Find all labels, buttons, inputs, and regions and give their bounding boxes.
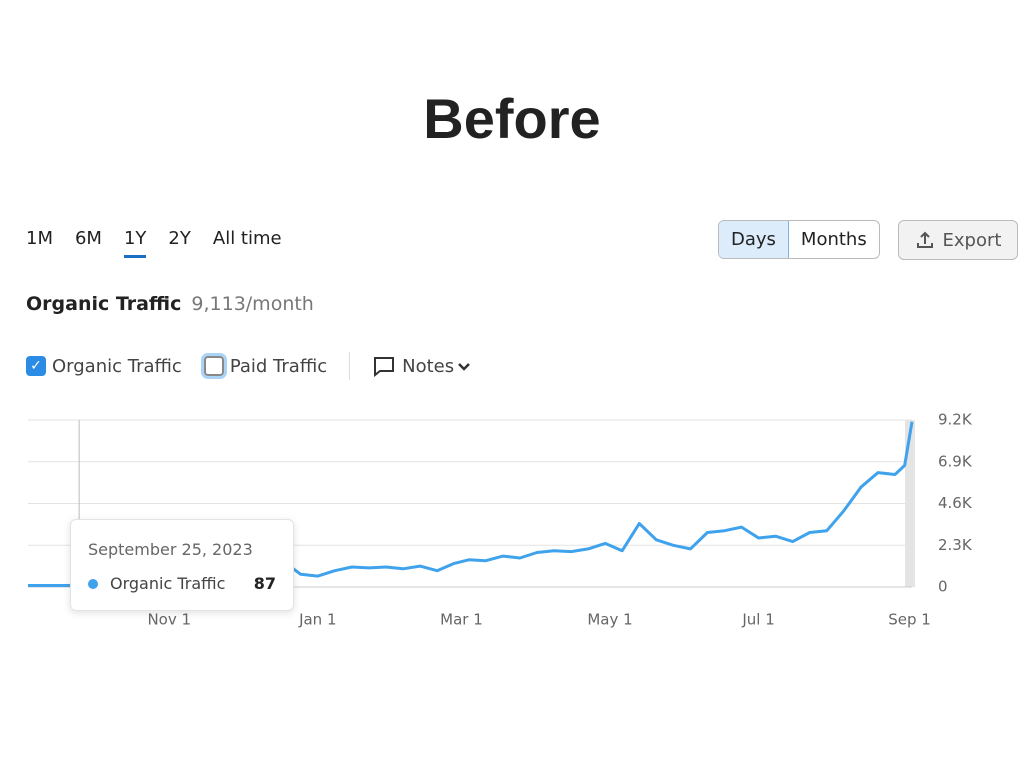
x-tick-label: Mar 1 bbox=[440, 611, 483, 629]
x-tick-label: Jan 1 bbox=[298, 611, 336, 629]
notes-button[interactable]: Notes bbox=[402, 355, 455, 377]
granularity-button[interactable]: Months bbox=[800, 229, 867, 250]
period-selector: 1M 6M 1Y 2Y All time bbox=[26, 228, 282, 258]
x-tick-label: Nov 1 bbox=[147, 611, 191, 629]
export-icon bbox=[916, 231, 933, 248]
separator bbox=[349, 352, 351, 380]
notes-icon bbox=[374, 357, 395, 377]
y-tick-label: 4.6K bbox=[938, 494, 973, 512]
tooltip-series: Organic Traffic bbox=[110, 574, 226, 593]
x-tick-label: Jul 1 bbox=[741, 611, 774, 629]
tooltip-value: 87 bbox=[253, 574, 276, 593]
x-tick-label: Sep 1 bbox=[888, 611, 931, 629]
period-tab[interactable]: All time bbox=[212, 228, 282, 249]
metric-header: Organic Traffic 9,113/month bbox=[26, 293, 314, 315]
tooltip: September 25, 2023 Organic Traffic 87 bbox=[70, 519, 294, 611]
y-tick-label: 0 bbox=[938, 578, 948, 596]
period-tab[interactable]: 2Y bbox=[168, 228, 191, 249]
tooltip-row: Organic Traffic 87 bbox=[88, 574, 276, 593]
checkbox-unchecked[interactable] bbox=[203, 356, 224, 376]
legend: ✓ Organic Traffic Paid Traffic Notes bbox=[26, 352, 474, 380]
y-tick-label: 9.2K bbox=[938, 411, 973, 429]
metric-name: Organic Traffic bbox=[26, 293, 182, 315]
metric-value: 9,113/month bbox=[191, 293, 314, 315]
y-tick-label: 2.3K bbox=[938, 536, 973, 554]
period-tab[interactable]: 1M bbox=[26, 228, 53, 249]
checkbox-checked[interactable]: ✓ bbox=[26, 356, 46, 376]
granularity-button[interactable]: Days bbox=[719, 221, 789, 258]
y-tick-label: 6.9K bbox=[938, 452, 973, 470]
granularity-toggle: Days Months bbox=[718, 220, 880, 259]
legend-label: Organic Traffic bbox=[52, 355, 182, 377]
export-button[interactable]: Export bbox=[898, 220, 1018, 260]
page-title: Before bbox=[423, 87, 601, 150]
export-label: Export bbox=[942, 229, 1002, 251]
x-tick-label: May 1 bbox=[587, 611, 632, 629]
chevron bbox=[458, 363, 471, 371]
tooltip-dot bbox=[88, 578, 98, 589]
period-tab[interactable]: 6M bbox=[74, 228, 102, 249]
legend-label: Paid Traffic bbox=[229, 355, 328, 377]
period-tab[interactable]: 1Y bbox=[123, 228, 147, 258]
tooltip-date: September 25, 2023 bbox=[88, 540, 253, 559]
